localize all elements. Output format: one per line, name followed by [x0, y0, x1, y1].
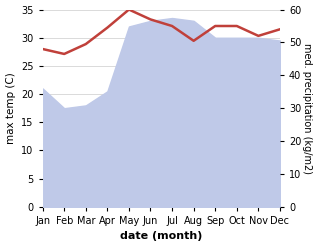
X-axis label: date (month): date (month)	[120, 231, 203, 242]
Y-axis label: max temp (C): max temp (C)	[5, 72, 16, 144]
Y-axis label: med. precipitation (kg/m2): med. precipitation (kg/m2)	[302, 43, 313, 174]
